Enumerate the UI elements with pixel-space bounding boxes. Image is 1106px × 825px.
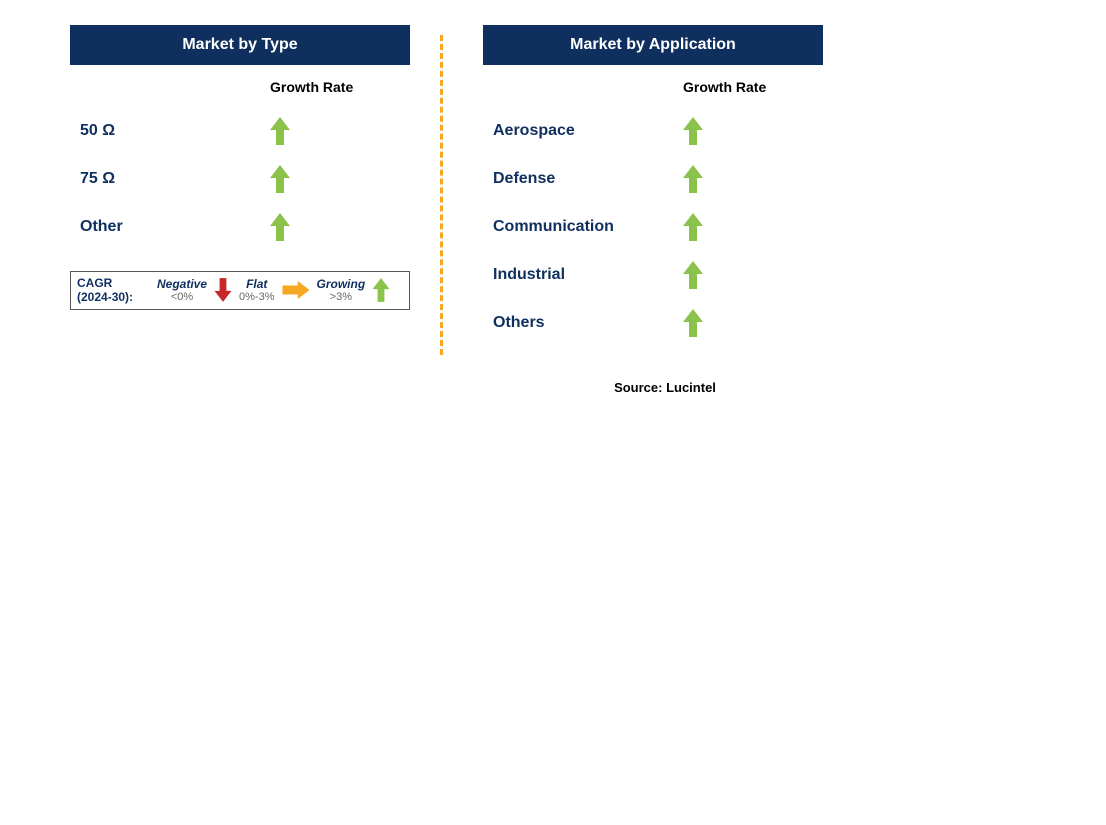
data-row: 50 Ω: [70, 107, 410, 155]
legend-item-flat: Flat 0%-3%: [239, 277, 274, 303]
legend-item-negative: Negative <0%: [157, 277, 207, 303]
data-row: Industrial: [483, 251, 823, 299]
panel-header-type: Market by Type: [70, 25, 410, 65]
panel-header-application: Market by Application: [483, 25, 823, 65]
arrow-up-icon: [683, 213, 703, 241]
legend-label-negative: Negative: [157, 277, 207, 291]
row-growth-icon: [683, 213, 803, 241]
arrow-down-icon: [213, 276, 233, 304]
row-growth-icon: [683, 117, 803, 145]
growth-rate-header-left: Growth Rate: [270, 79, 390, 95]
legend-range-flat: 0%-3%: [239, 291, 274, 303]
panel-market-by-type: Market by Type Growth Rate 50 Ω 75 Ω Other…: [70, 25, 410, 355]
legend-label-flat: Flat: [246, 277, 267, 291]
row-label: Other: [70, 218, 270, 236]
arrow-up-icon: [371, 276, 391, 304]
source-attribution: Source: Lucintel: [540, 380, 790, 395]
arrow-right-icon: [281, 280, 311, 300]
data-row: Aerospace: [483, 107, 823, 155]
data-row: Defense: [483, 155, 823, 203]
legend-label-growing: Growing: [317, 277, 366, 291]
row-growth-icon: [683, 309, 803, 337]
row-growth-icon: [270, 213, 390, 241]
legend-range-growing: >3%: [330, 291, 352, 303]
type-rows: 50 Ω 75 Ω Other: [70, 107, 410, 251]
row-label: Industrial: [483, 266, 683, 284]
legend-item-growing: Growing >3%: [317, 277, 366, 303]
main-container: Market by Type Growth Rate 50 Ω 75 Ω Other…: [0, 0, 1106, 355]
panel-market-by-application: Market by Application Growth Rate Aerosp…: [483, 25, 823, 355]
data-row: 75 Ω: [70, 155, 410, 203]
row-label: Communication: [483, 218, 683, 236]
vertical-divider: [440, 35, 443, 355]
arrow-up-icon: [270, 213, 290, 241]
data-row: Communication: [483, 203, 823, 251]
arrow-up-icon: [683, 117, 703, 145]
arrow-up-icon: [270, 165, 290, 193]
data-row: Other: [70, 203, 410, 251]
row-growth-icon: [683, 261, 803, 289]
row-growth-icon: [270, 165, 390, 193]
data-row: Others: [483, 299, 823, 347]
growth-rate-header-right: Growth Rate: [683, 79, 803, 95]
legend-key: CAGR (2024-30):: [77, 276, 149, 305]
row-label: 75 Ω: [70, 170, 270, 188]
row-label: 50 Ω: [70, 122, 270, 140]
legend-key-line2: (2024-30):: [77, 290, 133, 304]
arrow-up-icon: [683, 261, 703, 289]
row-growth-icon: [270, 117, 390, 145]
arrow-up-icon: [683, 309, 703, 337]
legend-range-negative: <0%: [171, 291, 193, 303]
cagr-legend: CAGR (2024-30): Negative <0% Flat 0%-3% …: [70, 271, 410, 310]
row-label: Aerospace: [483, 122, 683, 140]
application-rows: Aerospace Defense Communication Industrial O…: [483, 107, 823, 347]
row-label: Defense: [483, 170, 683, 188]
row-label: Others: [483, 314, 683, 332]
arrow-up-icon: [270, 117, 290, 145]
row-growth-icon: [683, 165, 803, 193]
arrow-up-icon: [683, 165, 703, 193]
legend-key-line1: CAGR: [77, 276, 112, 290]
